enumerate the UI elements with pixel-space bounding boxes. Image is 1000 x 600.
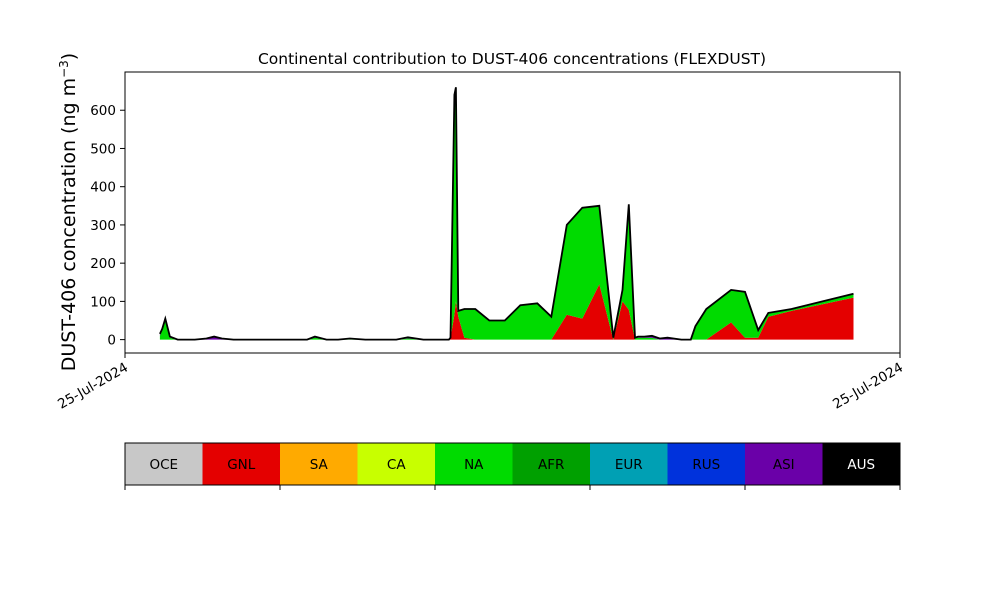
plot-frame (124, 71, 901, 354)
legend-frame (124, 442, 901, 486)
legend-swatch-sa (280, 443, 358, 485)
y-tick-label: 400 (90, 180, 116, 196)
legend: OCE GNL SA CA NA AFR EUR RUS ASI AUS (124, 442, 901, 490)
area-asi (159, 87, 854, 340)
y-axis-ticks: 0 100 200 300 400 500 600 (90, 103, 125, 349)
y-tick-label: 0 (107, 333, 116, 349)
legend-swatch-asi (745, 443, 823, 485)
y-axis-label-close: ) (58, 53, 80, 60)
legend-label-asi: ASI (773, 457, 795, 473)
stacked-areas (159, 87, 854, 341)
legend-label-ca: CA (387, 457, 406, 473)
y-tick-label: 500 (90, 141, 116, 157)
legend-swatch-aus (822, 443, 901, 485)
legend-label-gnl: GNL (227, 457, 256, 473)
legend-swatch-eur (590, 443, 668, 485)
legend-label-aus: AUS (847, 457, 875, 473)
legend-label-eur: EUR (615, 457, 643, 473)
legend-label-na: NA (464, 457, 484, 473)
y-axis-label: DUST-406 concentration (ng m−3) (57, 53, 80, 371)
y-tick-label: 200 (90, 256, 116, 272)
y-tick-label: 300 (90, 218, 116, 234)
area-gnl (159, 284, 854, 340)
chart-title: Continental contribution to DUST-406 con… (258, 50, 766, 68)
legend-swatch-gnl (202, 443, 281, 485)
y-tick-label: 600 (90, 103, 116, 119)
legend-label-afr: AFR (538, 457, 564, 473)
x-tick-label: 25-Jul-2024 (830, 360, 906, 413)
legend-swatch-na (435, 443, 513, 485)
legend-label-oce: OCE (149, 457, 178, 473)
legend-swatch-rus (667, 443, 746, 485)
y-tick-label: 100 (90, 294, 116, 310)
y-axis-label-main: DUST-406 concentration (ng m (58, 78, 80, 371)
y-axis-label-sup: −3 (57, 60, 71, 78)
legend-label-rus: RUS (692, 457, 720, 473)
legend-label-sa: SA (310, 457, 329, 473)
area-na (159, 87, 854, 340)
total-outline (159, 87, 854, 341)
legend-swatch-afr (512, 443, 591, 485)
x-axis-ticks: 25-Jul-2024 25-Jul-2024 (55, 353, 906, 413)
legend-swatch-ca (357, 443, 436, 485)
legend-swatch-oce (125, 443, 203, 485)
